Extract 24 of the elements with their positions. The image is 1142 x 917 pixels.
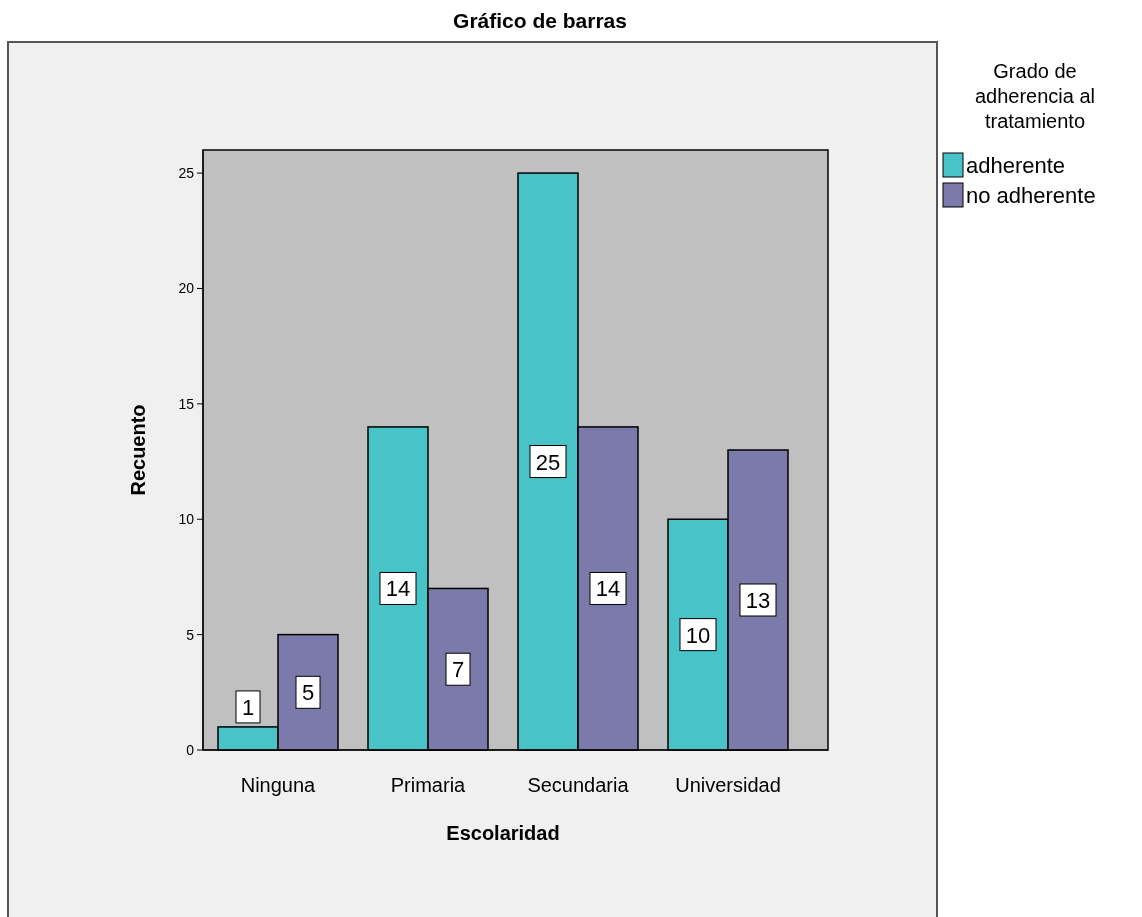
legend-label: adherente bbox=[966, 153, 1066, 178]
data-label: 10 bbox=[685, 622, 711, 648]
x-tick-label: Secundaria bbox=[527, 774, 630, 796]
data-label: 5 bbox=[301, 680, 315, 706]
chart-title: Gráfico de barras bbox=[453, 9, 627, 32]
data-label: 14 bbox=[385, 576, 411, 602]
data-label: 25 bbox=[535, 449, 561, 475]
x-tick-label: Primaria bbox=[390, 774, 467, 796]
x-tick-label: Universidad bbox=[675, 774, 781, 796]
data-label: 1 bbox=[241, 694, 255, 720]
y-tick-label: 5 bbox=[186, 626, 195, 643]
y-tick-label: 15 bbox=[178, 395, 195, 412]
legend-title: Grado de adherencia al tratamiento bbox=[974, 60, 1096, 132]
y-tick-label: 25 bbox=[178, 165, 195, 182]
legend-label: no adherente bbox=[966, 183, 1096, 208]
data-label: 7 bbox=[451, 657, 465, 683]
y-axis-title: Recuento bbox=[127, 404, 149, 496]
y-tick-label: 20 bbox=[178, 280, 195, 297]
y-tick-label: 0 bbox=[186, 742, 195, 758]
y-tick-label: 10 bbox=[178, 511, 195, 528]
x-axis-title: Escolaridad bbox=[446, 822, 560, 844]
x-tick-label: Ninguna bbox=[240, 774, 317, 796]
data-label: 13 bbox=[745, 588, 771, 613]
data-label: 14 bbox=[595, 576, 621, 602]
